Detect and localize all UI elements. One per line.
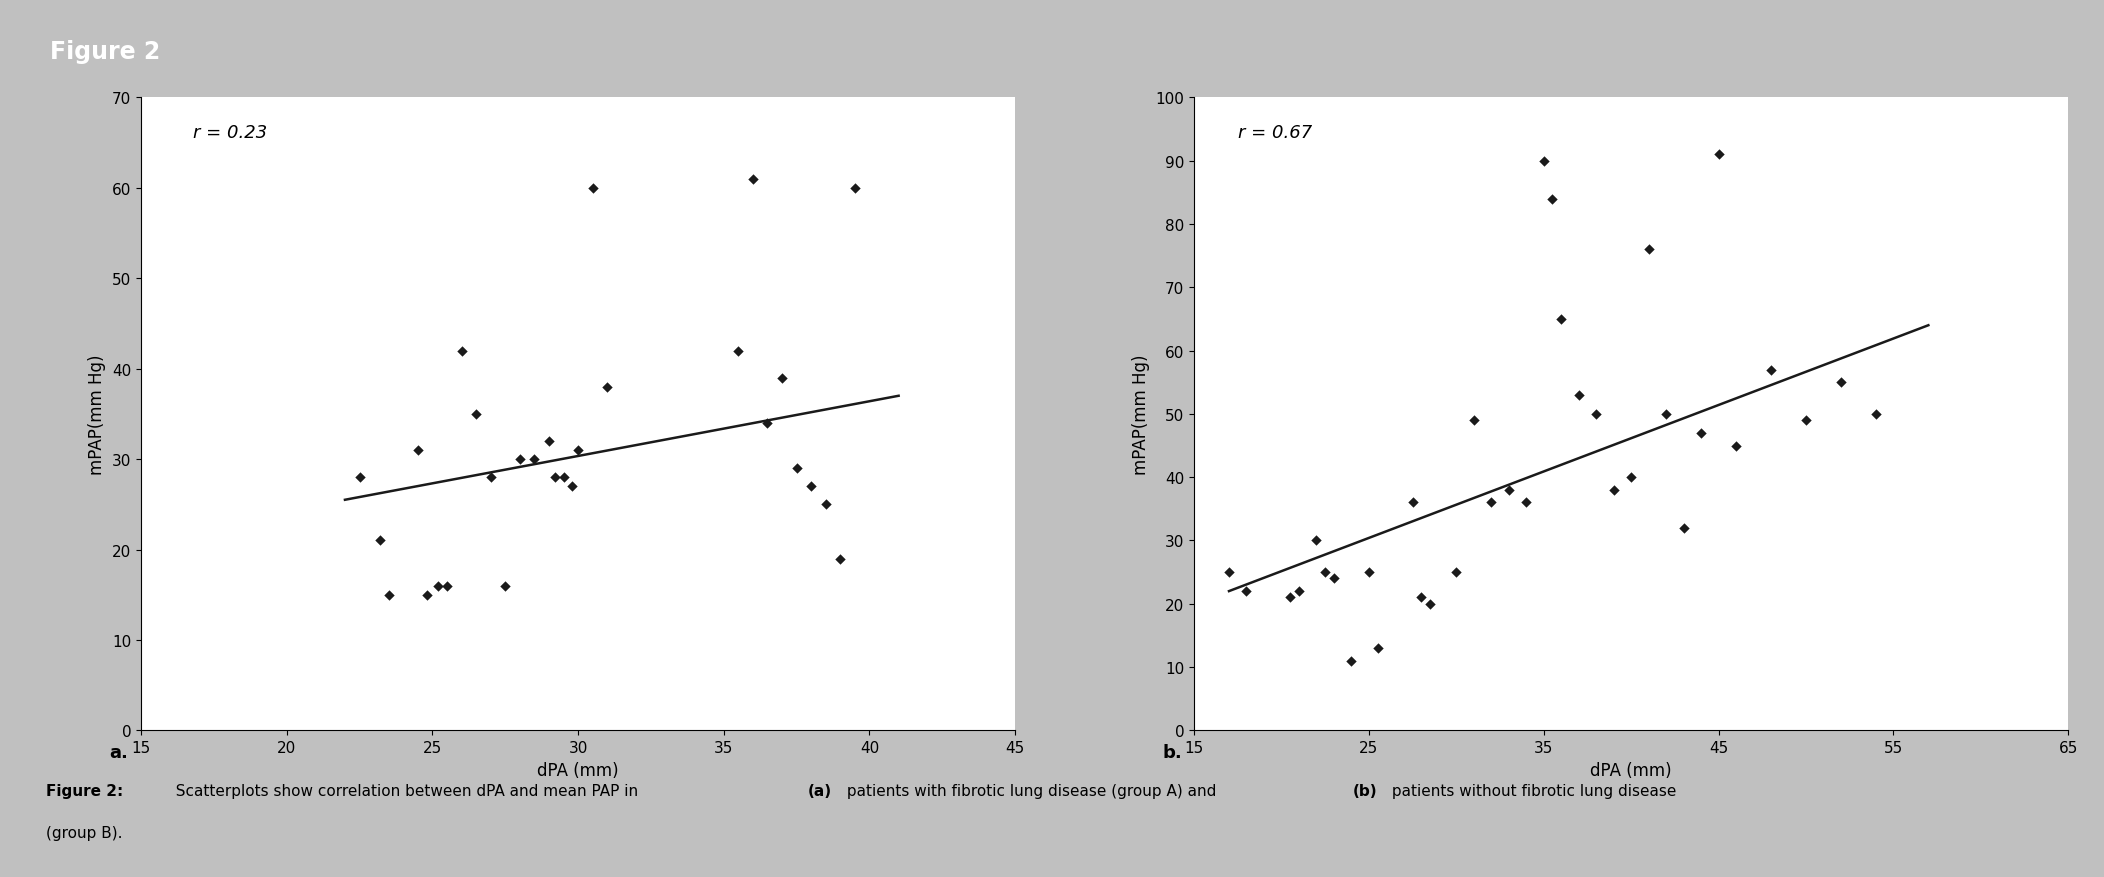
Point [808, 498, 842, 512]
Point [1492, 483, 1525, 497]
Point [1395, 496, 1429, 510]
Point [1719, 439, 1753, 453]
Point [1212, 566, 1246, 580]
Point [1597, 483, 1631, 497]
Point [1824, 375, 1858, 389]
Point [1309, 566, 1342, 580]
Point [372, 588, 406, 602]
Point [823, 552, 856, 566]
Text: (a): (a) [808, 783, 831, 798]
Point [1439, 566, 1473, 580]
Point [402, 444, 436, 458]
Point [459, 407, 492, 422]
Point [1456, 414, 1490, 428]
Point [781, 461, 814, 475]
Point [1281, 584, 1315, 598]
Text: a.: a. [109, 743, 128, 761]
Point [1536, 192, 1570, 206]
Point [444, 344, 478, 358]
Point [1334, 654, 1368, 668]
Point [1788, 414, 1822, 428]
Point [736, 173, 770, 187]
Point [343, 471, 377, 485]
Point [1509, 496, 1542, 510]
Point [555, 480, 589, 494]
Point [751, 417, 785, 431]
Point [1361, 641, 1395, 655]
Point [410, 588, 444, 602]
Point [1414, 597, 1448, 611]
Point [766, 371, 800, 385]
Point [1755, 363, 1788, 377]
Text: (b): (b) [1353, 783, 1378, 798]
Point [722, 344, 755, 358]
Point [1300, 534, 1334, 548]
Text: r = 0.23: r = 0.23 [194, 124, 267, 141]
Point [795, 480, 829, 494]
Point [1475, 496, 1509, 510]
Text: (group B).: (group B). [46, 825, 122, 840]
Point [1229, 584, 1262, 598]
Text: r = 0.67: r = 0.67 [1237, 124, 1313, 141]
Y-axis label: mPAP(mm Hg): mPAP(mm Hg) [1132, 354, 1151, 474]
Text: Figure 2:: Figure 2: [46, 783, 124, 798]
Point [1683, 426, 1717, 440]
Point [591, 381, 625, 395]
Point [429, 579, 463, 593]
Point [421, 579, 454, 593]
Text: Scatterplots show correlation between dPA and mean PAP in: Scatterplots show correlation between dP… [166, 783, 644, 798]
Point [1353, 566, 1387, 580]
Point [532, 434, 566, 448]
Point [837, 182, 871, 196]
Text: b.: b. [1161, 743, 1182, 761]
Y-axis label: mPAP(mm Hg): mPAP(mm Hg) [88, 354, 107, 474]
Point [1633, 243, 1666, 257]
Point [488, 579, 522, 593]
X-axis label: dPA (mm): dPA (mm) [1591, 760, 1673, 779]
Point [503, 453, 537, 467]
Point [1666, 521, 1700, 535]
Point [364, 534, 398, 548]
Point [547, 471, 581, 485]
Point [576, 182, 610, 196]
Point [473, 471, 507, 485]
Point [562, 444, 595, 458]
Point [1860, 407, 1894, 422]
Point [1528, 154, 1561, 168]
Text: patients without fibrotic lung disease: patients without fibrotic lung disease [1387, 783, 1677, 798]
Text: patients with fibrotic lung disease (group A) and: patients with fibrotic lung disease (gro… [842, 783, 1220, 798]
Point [1580, 407, 1614, 422]
Point [1702, 148, 1736, 162]
Point [1561, 389, 1595, 403]
Point [539, 471, 572, 485]
Point [518, 453, 551, 467]
X-axis label: dPA (mm): dPA (mm) [537, 760, 619, 779]
Point [1317, 572, 1351, 586]
Point [1273, 591, 1307, 605]
Point [1650, 407, 1683, 422]
Point [1614, 471, 1647, 485]
Point [1544, 312, 1578, 326]
Point [1405, 591, 1439, 605]
Text: Figure 2: Figure 2 [50, 39, 160, 63]
